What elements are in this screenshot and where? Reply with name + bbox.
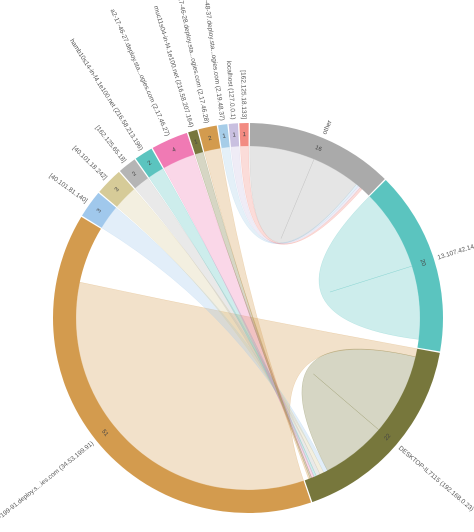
node-value: 3 <box>114 186 121 193</box>
node-arc <box>369 180 443 352</box>
node-value: 1 <box>243 132 247 138</box>
node-value: 16 <box>314 145 323 153</box>
node-value: 20 <box>419 259 427 268</box>
node-arc <box>99 171 135 207</box>
node-label: a23-53-199-91.deploy.s...ies.com (34.53.… <box>0 440 95 532</box>
node-arc <box>82 192 117 228</box>
node-label: [162.125.65.18] <box>94 124 128 164</box>
node-value: 1 <box>232 132 236 138</box>
node-arc <box>152 132 195 168</box>
node-label: DESKTOP-IL7115 (192.168.0.23) <box>397 445 474 513</box>
node-label: [40.101.81.140] <box>48 173 89 205</box>
node-value: 3 <box>96 207 103 214</box>
ribbon <box>301 348 416 471</box>
node-arc <box>304 348 440 503</box>
ribbon <box>75 281 418 491</box>
node-arc <box>188 129 204 155</box>
node-value: 2 <box>208 136 213 143</box>
ribbons <box>75 145 421 491</box>
node-label: a2-17-46-28.deploy.sta...ogies.com (2.17… <box>174 0 210 124</box>
node-arc <box>52 216 312 514</box>
node-value: 2 <box>147 160 154 167</box>
node-value: 1 <box>194 139 200 146</box>
node-arc <box>198 125 221 152</box>
node-arc <box>119 159 148 189</box>
node-value: 51 <box>100 429 109 438</box>
node-label: [40.101.18.242] <box>71 145 108 182</box>
node-arc <box>228 123 240 147</box>
node-arc <box>135 148 163 178</box>
node-value: 4 <box>172 147 178 154</box>
node-arc <box>218 124 230 149</box>
node-label: other <box>321 119 333 136</box>
node-label: 13.107.42.14 <box>437 243 474 261</box>
node-label: [162.125.18.133] <box>239 70 247 119</box>
node-arc <box>249 123 385 196</box>
node-value: 1 <box>222 133 227 139</box>
node-value: 2 <box>131 171 138 178</box>
node-label: localhost (127.0.0.1) <box>225 61 236 120</box>
node-value: 22 <box>383 433 392 442</box>
node-arc <box>239 123 249 147</box>
ribbon <box>116 188 325 475</box>
